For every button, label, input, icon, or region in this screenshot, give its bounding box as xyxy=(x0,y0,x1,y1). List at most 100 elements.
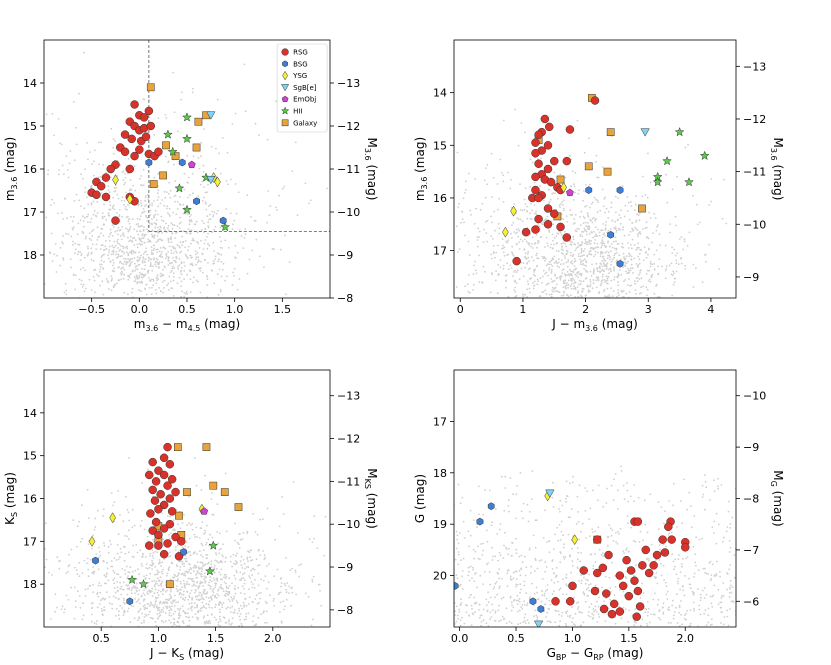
field-star xyxy=(178,264,181,267)
field-star xyxy=(550,278,553,280)
field-star xyxy=(218,552,221,555)
field-star xyxy=(524,330,526,332)
y-tick-label: 18 xyxy=(23,249,37,262)
field-star xyxy=(126,208,128,211)
field-star xyxy=(347,240,349,242)
field-star xyxy=(616,252,618,254)
field-star xyxy=(196,561,199,563)
field-star xyxy=(208,600,211,603)
field-star xyxy=(202,616,205,619)
point-sgbe xyxy=(206,111,216,120)
field-star xyxy=(40,238,42,240)
field-star xyxy=(23,203,25,205)
field-star xyxy=(497,222,500,225)
field-star xyxy=(574,222,576,224)
field-star xyxy=(212,570,215,573)
field-star xyxy=(592,271,595,274)
field-star xyxy=(593,196,596,199)
field-star xyxy=(482,513,484,516)
field-star xyxy=(523,580,526,583)
field-star xyxy=(656,296,659,298)
field-star xyxy=(48,571,50,574)
field-star xyxy=(78,199,81,202)
field-star xyxy=(109,228,112,231)
field-star xyxy=(47,169,50,172)
field-star xyxy=(127,651,129,653)
field-star xyxy=(105,239,107,242)
y2-tick-label: −11 xyxy=(337,163,360,176)
field-star xyxy=(536,246,538,249)
field-star xyxy=(236,552,238,555)
field-star xyxy=(645,221,648,224)
field-star xyxy=(49,618,52,620)
field-star xyxy=(192,577,194,580)
point-rsg xyxy=(144,541,154,550)
field-star xyxy=(142,184,145,187)
field-star xyxy=(548,269,550,271)
field-star xyxy=(61,212,63,214)
point-rsg xyxy=(163,442,172,452)
field-star xyxy=(692,286,695,288)
field-star xyxy=(580,274,583,277)
field-star xyxy=(157,173,160,176)
field-star xyxy=(264,600,267,603)
field-star xyxy=(138,242,141,245)
field-star xyxy=(234,244,237,247)
field-star xyxy=(228,618,231,621)
field-star xyxy=(154,573,156,576)
field-star xyxy=(657,272,660,275)
field-star xyxy=(640,269,642,271)
field-star xyxy=(179,580,182,583)
y2-tick-label: −13 xyxy=(743,60,766,73)
field-star xyxy=(63,608,66,611)
field-star xyxy=(585,230,588,233)
field-star xyxy=(477,227,480,230)
field-star xyxy=(162,610,165,613)
field-star xyxy=(593,255,595,258)
field-star xyxy=(128,457,130,459)
field-star xyxy=(159,576,162,578)
field-star xyxy=(596,243,599,245)
field-star xyxy=(127,538,130,540)
field-star xyxy=(139,177,141,180)
field-star xyxy=(240,577,243,580)
field-star xyxy=(172,600,175,603)
field-star xyxy=(447,238,449,240)
field-star xyxy=(199,568,201,570)
field-star xyxy=(664,277,667,280)
field-star xyxy=(135,300,137,302)
field-star xyxy=(134,262,136,265)
field-star xyxy=(151,251,153,254)
field-star xyxy=(192,281,194,284)
field-star xyxy=(222,587,224,590)
field-star xyxy=(592,608,595,610)
field-star xyxy=(468,172,470,175)
field-star xyxy=(682,589,685,592)
field-star xyxy=(611,258,614,261)
field-star xyxy=(221,561,224,564)
field-star xyxy=(567,283,570,286)
legend-entry: EmObj xyxy=(293,96,316,104)
field-star xyxy=(156,607,159,610)
field-star xyxy=(90,253,93,255)
field-star xyxy=(101,610,103,612)
field-star xyxy=(707,621,710,624)
field-star xyxy=(121,171,124,174)
field-star xyxy=(669,231,671,234)
field-star xyxy=(72,243,74,246)
field-star xyxy=(127,293,129,296)
field-star xyxy=(162,220,165,223)
field-star xyxy=(70,586,73,589)
field-star xyxy=(537,257,540,260)
field-star xyxy=(244,579,246,581)
field-star xyxy=(597,201,599,204)
field-star xyxy=(600,269,603,272)
field-star xyxy=(205,596,208,599)
field-star xyxy=(641,618,644,621)
field-star xyxy=(577,551,580,554)
field-star xyxy=(522,316,524,318)
field-star xyxy=(165,574,168,577)
field-star xyxy=(291,586,293,589)
field-star xyxy=(507,295,510,298)
field-star xyxy=(160,609,163,611)
